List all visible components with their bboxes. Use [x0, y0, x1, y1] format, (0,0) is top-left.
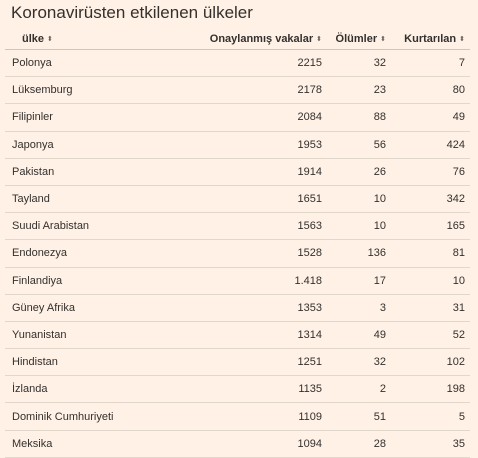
cell-cases: 1135	[180, 375, 327, 404]
cell-deaths: 10	[327, 212, 391, 241]
cell-deaths: 26	[327, 158, 391, 186]
cell-recovered: 165	[391, 212, 470, 241]
cell-cases: 1563	[180, 212, 327, 241]
cell-deaths: 28	[327, 430, 391, 458]
table-row: Endonezya 1528 136 81	[5, 239, 470, 268]
cell-recovered: 102	[391, 348, 470, 377]
cell-recovered: 49	[391, 103, 470, 132]
page-title: Koronavirüsten etkilenen ülkeler	[11, 3, 253, 22]
cell-country: Yunanistan	[5, 321, 180, 350]
table-row: Meksika 1094 28 35	[5, 430, 470, 458]
cell-deaths: 10	[327, 185, 391, 214]
cell-recovered: 7	[391, 49, 470, 78]
cell-deaths: 136	[327, 239, 391, 268]
cell-recovered: 76	[391, 158, 470, 186]
cell-country: Filipinler	[5, 103, 180, 132]
countries-table: ülke ⬍ Onaylanmış vakalar ⬍ Ölümler ⬍ Kurta…	[5, 29, 470, 458]
table-row: Dominik Cumhuriyeti 1109 51 5	[5, 402, 470, 431]
cell-cases: 1651	[180, 185, 327, 214]
table-row: Japonya 1953 56 424	[5, 131, 470, 159]
cell-deaths: 88	[327, 103, 391, 132]
cell-country: Pakistan	[5, 158, 180, 186]
cell-country: İzlanda	[5, 375, 180, 404]
table-row: Tayland 1651 10 342	[5, 185, 470, 214]
cell-cases: 1914	[180, 158, 327, 186]
table-header: ülke ⬍ Onaylanmış vakalar ⬍ Ölümler ⬍ Kurta…	[5, 29, 470, 50]
cell-deaths: 32	[327, 49, 391, 78]
table-row: Güney Afrika 1353 3 31	[5, 294, 470, 322]
cell-deaths: 49	[327, 321, 391, 350]
cell-cases: 1528	[180, 239, 327, 268]
cell-deaths: 51	[327, 402, 391, 431]
column-header-label: Ölümler	[335, 33, 378, 45]
cell-country: Suudi Arabistan	[5, 212, 180, 241]
cell-country: Tayland	[5, 185, 180, 214]
column-header-label: Onaylanmış vakalar	[209, 33, 314, 45]
cell-recovered: 31	[391, 294, 470, 322]
cell-country: Finlandiya	[5, 267, 180, 295]
cell-recovered: 52	[391, 321, 470, 350]
header-row: ülke ⬍ Onaylanmış vakalar ⬍ Ölümler ⬍ Kurta…	[5, 29, 470, 50]
cell-recovered: 424	[391, 131, 470, 159]
table-body: Polonya 2215 32 7 Lüksemburg 2178 23 80 Filipi…	[5, 49, 470, 458]
cell-cases: 1953	[180, 131, 327, 159]
cell-country: Güney Afrika	[5, 294, 180, 322]
cell-cases: 2084	[180, 103, 327, 132]
cell-cases: 2215	[180, 49, 327, 78]
sort-updown-icon: ⬍	[380, 35, 386, 43]
cell-recovered: 5	[391, 402, 470, 431]
cell-deaths: 3	[327, 294, 391, 322]
table-row: Filipinler 2084 88 49	[5, 103, 470, 132]
table-row: Hindistan 1251 32 102	[5, 348, 470, 377]
table-row: Finlandiya 1.418 17 10	[5, 267, 470, 295]
sort-updown-icon: ⬍	[47, 35, 53, 43]
cell-cases: 1094	[180, 430, 327, 458]
cell-deaths: 17	[327, 267, 391, 295]
cell-deaths: 23	[327, 76, 391, 105]
cell-cases: 1353	[180, 294, 327, 322]
table-row: Lüksemburg 2178 23 80	[5, 76, 470, 105]
cell-cases: 1.418	[180, 267, 327, 295]
column-header-recovered[interactable]: Kurtarılan ⬍	[391, 29, 470, 50]
table-row: Yunanistan 1314 49 52	[5, 321, 470, 350]
cell-country: Lüksemburg	[5, 76, 180, 105]
cell-recovered: 80	[391, 76, 470, 105]
cell-deaths: 56	[327, 131, 391, 159]
table-row: Pakistan 1914 26 76	[5, 158, 470, 186]
column-header-country[interactable]: ülke ⬍	[5, 29, 180, 50]
cell-recovered: 81	[391, 239, 470, 268]
cell-deaths: 2	[327, 375, 391, 404]
column-header-cases[interactable]: Onaylanmış vakalar ⬍	[180, 29, 327, 50]
table-row: İzlanda 1135 2 198	[5, 375, 470, 404]
cell-country: Meksika	[5, 430, 180, 458]
cell-country: Japonya	[5, 131, 180, 159]
column-header-label: Kurtarılan	[404, 33, 457, 45]
cell-country: Endonezya	[5, 239, 180, 268]
cell-recovered: 198	[391, 375, 470, 404]
sort-updown-icon: ⬍	[316, 35, 322, 43]
column-header-deaths[interactable]: Ölümler ⬍	[327, 29, 391, 50]
cell-country: Hindistan	[5, 348, 180, 377]
cell-country: Polonya	[5, 49, 180, 78]
cell-cases: 1314	[180, 321, 327, 350]
table-row: Suudi Arabistan 1563 10 165	[5, 212, 470, 241]
cell-cases: 2178	[180, 76, 327, 105]
cell-deaths: 32	[327, 348, 391, 377]
cell-recovered: 35	[391, 430, 470, 458]
cell-recovered: 342	[391, 185, 470, 214]
column-header-label: ülke	[22, 33, 45, 45]
table-row: Polonya 2215 32 7	[5, 49, 470, 78]
sort-updown-icon: ⬍	[459, 35, 465, 43]
cell-country: Dominik Cumhuriyeti	[5, 402, 180, 431]
cell-recovered: 10	[391, 267, 470, 295]
cell-cases: 1109	[180, 402, 327, 431]
cell-cases: 1251	[180, 348, 327, 377]
